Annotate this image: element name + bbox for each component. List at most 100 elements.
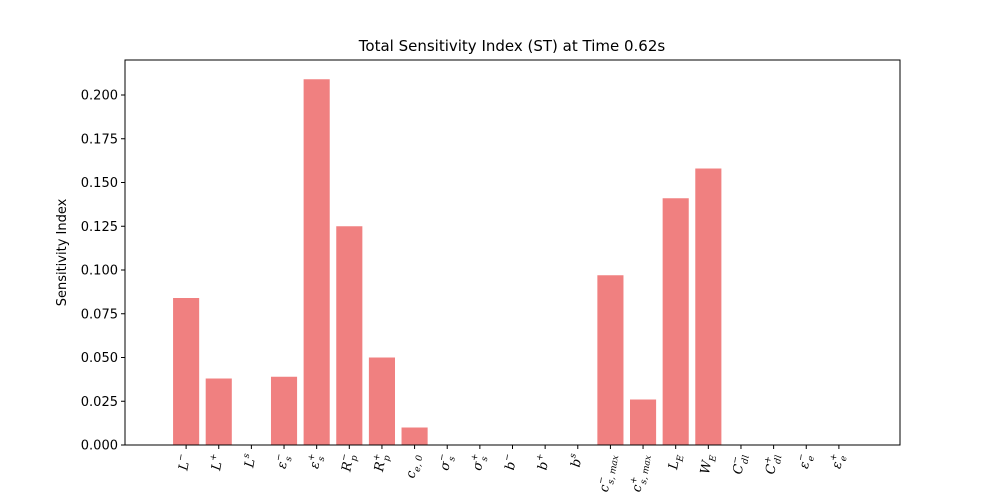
bar-5 [336,226,363,445]
x-tick-label: ε+e [828,453,850,471]
x-tick-label-sub: E [708,454,719,464]
bar-1 [205,378,232,445]
x-tick-label-sup: + [829,453,840,462]
x-tick-label-sup: − [502,453,513,462]
x-tick-label: σ−s [436,453,459,473]
bars-group [173,79,722,445]
bar-3 [270,376,298,445]
y-tick-label: 0.200 [81,89,118,104]
x-tick-label-sup: + [535,453,546,462]
x-tick-label-sub: s, max [639,454,654,485]
x-tick-label-base: ε [307,461,323,470]
x-tick-label-sub: E [675,454,686,464]
x-tick-label: L+ [207,453,227,473]
x-tick-label-sup: + [209,453,220,462]
y-tick-label: 0.050 [81,351,118,366]
x-tick-label-base: R [339,460,356,473]
bar-7 [401,427,428,445]
x-tick-label-sub: s [284,455,295,462]
x-tick-label-sub: s [317,455,328,462]
bar-4 [303,79,330,445]
y-tick-label: 0.150 [81,176,118,191]
x-tick-label-base: R [372,460,389,473]
x-tick-label-base: ε [830,461,846,470]
x-tick-label-base: σ [470,459,487,471]
x-tick-label-base: b [536,461,552,472]
x-tick-label-sup: − [796,453,807,462]
x-tick-label-sub: s, max [606,454,621,485]
x-tick-label-base: C [731,463,748,475]
x-tick-label-sup: + [372,453,383,462]
x-tick-label: ε−s [273,453,295,471]
x-axis-ticks: L−L+Lsε−sε+sR−pR+pce, 0 σ−sσ+sb−b+bsc−s, … [174,445,850,494]
y-axis-ticks: 0.000 0.025 0.050 0.075 0.100 0.125 0.150 0.175… [81,89,125,454]
x-tick-label-sub: p [349,454,360,462]
x-tick-label-base: L [666,460,682,472]
x-tick-label-sup: + [629,476,640,485]
x-tick-label-base: b [569,458,585,469]
x-tick-label-sub: e [806,455,817,462]
x-tick-label: bs [567,452,586,468]
y-tick-label: 0.125 [81,220,118,235]
chart-title: Total Sensitivity Index (ST) at Time 0.6… [358,37,666,55]
x-tick-label-sup: + [470,453,481,462]
plot-area-frame [124,59,901,446]
x-tick-label-base: L [209,461,225,473]
y-tick-label: 0.100 [81,264,118,279]
x-tick-label-base: ε [797,461,813,470]
x-tick-label: L− [174,453,194,473]
bar-14 [630,399,657,445]
x-tick-label: LE [666,453,687,473]
x-tick-label-base: L [176,461,192,473]
x-tick-label-sub: e, 0 [413,454,426,473]
y-tick-label: 0.075 [81,307,118,322]
x-tick-label: ε+s [305,453,327,471]
x-tick-label-sup: s [568,452,579,459]
x-tick-label: Ls [240,452,259,469]
bar-0 [173,298,200,445]
x-tick-label: ε−e [795,453,817,471]
x-tick-label: R+p [370,453,393,475]
x-tick-label-sup: + [763,455,774,464]
x-tick-label: C−dl [729,453,752,476]
x-tick-label-sup: − [596,476,607,485]
x-tick-label: ce, 0 [404,453,426,480]
x-tick-label-base: b [503,461,519,472]
bar-15 [662,198,689,445]
y-tick-label: 0.175 [81,132,118,147]
x-tick-label: b− [501,453,520,472]
x-tick-label: c+s, max [628,453,654,494]
y-tick-label: 0.000 [81,439,118,454]
x-tick-label: c−s, max [595,453,621,494]
x-tick-label-sup: − [730,455,741,464]
x-tick-label-sub: e [839,455,850,462]
x-tick-label-sup: − [274,453,285,462]
x-tick-label: b+ [534,453,553,472]
x-tick-label: σ+s [468,453,491,473]
x-tick-label-base: L [242,458,258,470]
y-tick-label: 0.025 [81,395,118,410]
x-tick-label-sub: dl [741,454,752,464]
x-tick-label-sup: − [437,453,448,462]
x-tick-label-sup: s [242,452,253,459]
x-tick-label-base: c [630,483,646,493]
x-tick-label-base: c [597,483,613,493]
x-tick-label: C+dl [761,453,784,476]
x-tick-label-sub: s [447,455,458,462]
x-tick-label-sub: p [382,454,393,462]
x-tick-label-sup: − [176,453,187,462]
x-tick-label-sub: dl [773,454,784,464]
x-tick-label-sub: s [480,455,491,462]
x-tick-label: R−p [337,453,360,475]
x-tick-label-base: ε [275,461,291,470]
x-tick-label-base: σ [438,459,455,471]
x-tick-label: WE [698,453,719,476]
x-tick-label-base: W [698,458,715,475]
x-tick-label-base: c [404,469,420,479]
x-tick-label-sup: + [307,453,318,462]
x-tick-label-sup: − [339,453,350,462]
bar-13 [597,275,624,445]
x-tick-label-base: C [763,463,780,475]
y-axis-label: Sensitivity Index [55,198,70,306]
bar-16 [695,168,722,445]
